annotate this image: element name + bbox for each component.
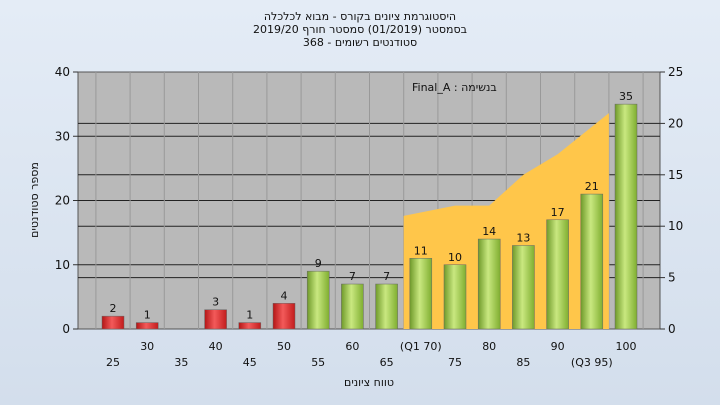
x-tick-label: (Q1 70) [399,340,442,353]
bar [546,219,569,330]
x-tick-label: 75 [448,356,462,369]
x-tick-label: 80 [482,340,497,353]
bar-value-label: 7 [349,270,356,283]
y2-tick-label: 25 [668,65,683,79]
y-tick-label: 40 [55,65,70,79]
bar-value-label: 10 [448,251,462,264]
bar [375,283,398,330]
x-tick-label: 55 [311,356,326,369]
bar [272,303,296,330]
bar [341,283,364,330]
x-tick-label: 25 [106,356,120,369]
bar-value-label: 13 [516,231,530,244]
chart-title-line-2: בסמסטר (01/2019) סמסטר חורף 2019/20 [253,23,467,36]
x-tick-label: 85 [516,356,531,369]
x-tick-label: (Q3 95) [570,356,613,369]
chart-annotation: בנשימה : Final_A [412,81,497,94]
bar [512,245,535,330]
bar-value-label: 11 [414,244,428,257]
bar [135,322,159,330]
x-tick-label: 35 [174,356,189,369]
bar-value-label: 14 [482,225,496,238]
bar [306,270,330,330]
bar [101,315,125,330]
x-tick-label: 30 [140,340,155,353]
chart-title-line-1: היסטוגרמת ציונים בקורס - מבוא לכלכלה [263,10,457,23]
y-axis-label: מספר סטודנטים [28,162,41,238]
x-axis-label: טווח ציונים [344,376,394,389]
bar-value-label: 3 [212,296,219,309]
bar-value-label: 35 [619,90,633,103]
bar-value-label: 17 [551,206,565,219]
bar [443,264,467,330]
x-tick-label: 45 [242,356,257,369]
chart-title-line-3: סטודנטים רשומים - 368 [302,36,418,49]
y-tick-label: 30 [55,129,70,143]
x-tick-label: 50 [277,340,291,353]
bar-value-label: 21 [585,180,599,193]
bar-value-label: 1 [144,309,151,322]
bar-value-label: 7 [383,270,390,283]
y2-tick-label: 20 [668,116,683,130]
bar-value-label: 9 [315,257,322,270]
bar [204,309,227,330]
x-tick-label: 40 [208,340,223,353]
x-tick-label: 100 [615,340,637,353]
bar-value-label: 2 [110,302,117,315]
bar [477,238,501,330]
bar [409,258,433,330]
x-tick-label: 60 [345,340,360,353]
y2-tick-label: 0 [668,322,676,336]
y2-tick-label: 10 [668,219,683,233]
x-tick-label: 65 [379,356,394,369]
y-tick-label: 20 [55,194,70,208]
x-tick-label: 90 [550,340,565,353]
y-tick-label: 10 [55,258,70,272]
bar [614,103,638,330]
bar [580,193,604,330]
bar-value-label: 4 [281,289,288,302]
y-tick-label: 0 [62,322,70,336]
y2-tick-label: 15 [668,168,683,182]
bar-value-label: 1 [246,309,253,322]
bar [238,322,262,330]
y2-tick-label: 5 [668,271,676,285]
